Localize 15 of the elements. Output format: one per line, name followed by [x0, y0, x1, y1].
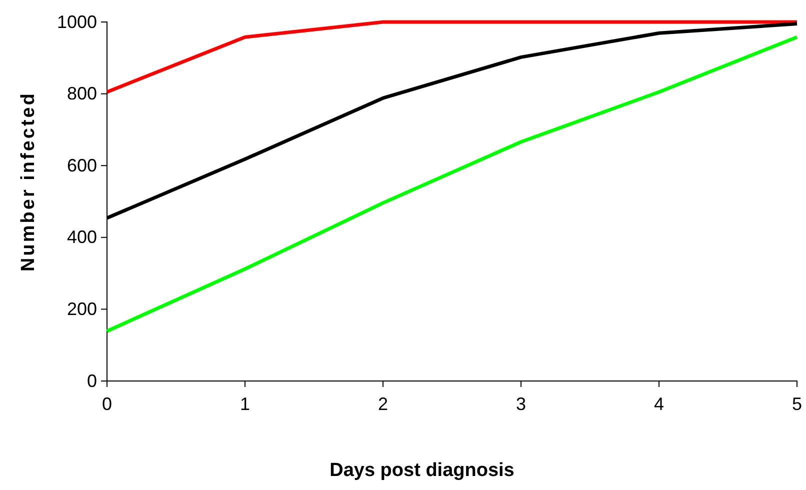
x-tick-label: 2 — [378, 394, 388, 414]
y-tick-label: 1000 — [56, 12, 97, 32]
x-tick-label: 0 — [102, 394, 112, 414]
x-tick-label: 1 — [240, 394, 250, 414]
x-tick-label: 3 — [516, 394, 526, 414]
x-axis-title: Days post diagnosis — [330, 460, 514, 481]
x-tick-label: 5 — [792, 394, 802, 414]
y-axis-title: Number infected — [18, 92, 39, 272]
y-tick-label: 800 — [66, 84, 97, 104]
y-tick-label: 0 — [86, 370, 97, 391]
y-tick-label: 200 — [66, 298, 97, 319]
x-tick-label: 4 — [654, 394, 664, 414]
line-series — [105, 35, 799, 333]
y-tick-label: 400 — [66, 227, 97, 248]
y-tick-label: 600 — [66, 155, 97, 176]
